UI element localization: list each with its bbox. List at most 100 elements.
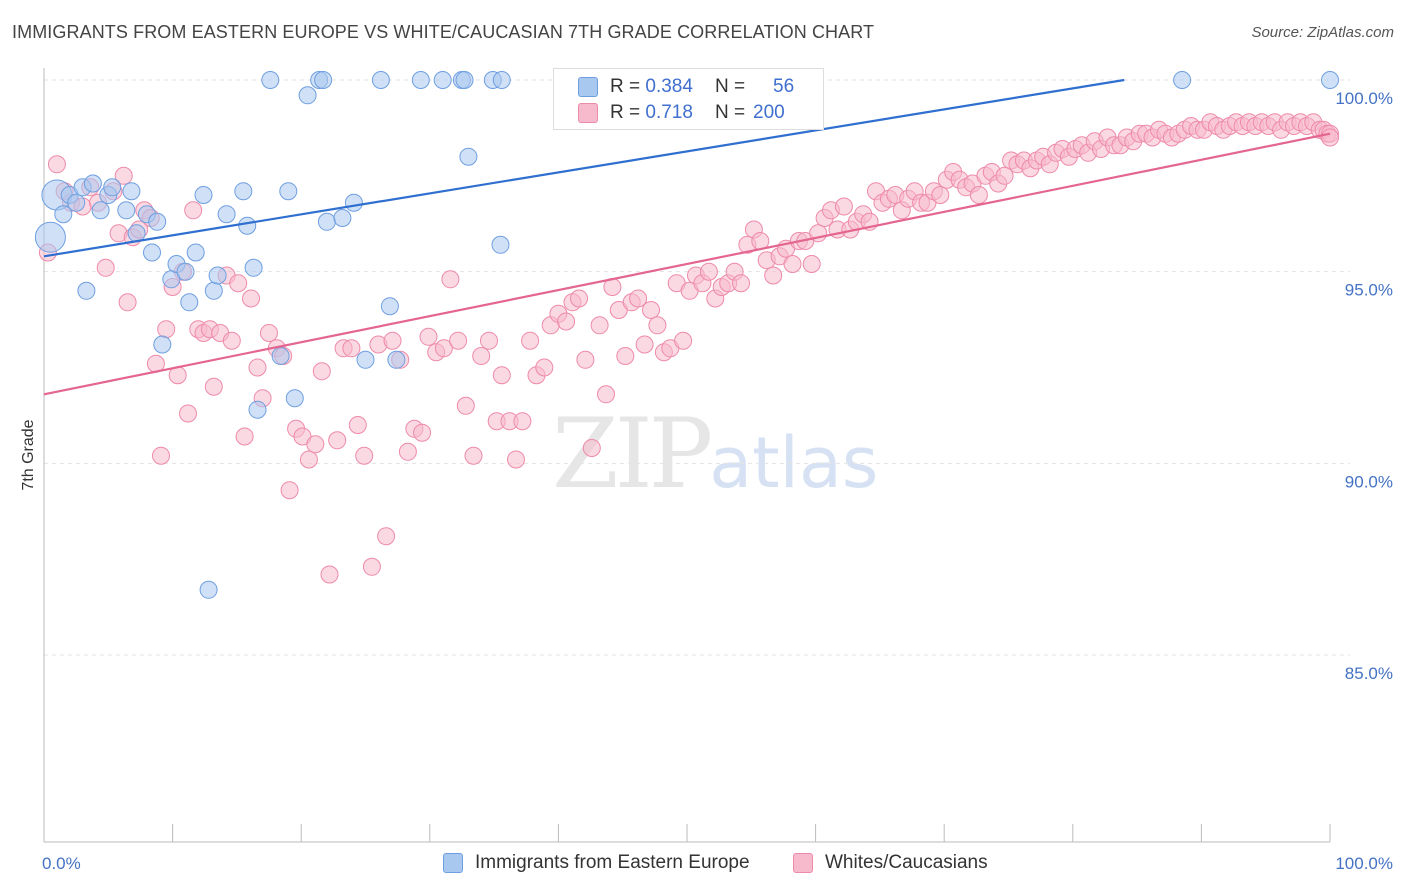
- series-immigrants: [34, 71, 1339, 599]
- legend-swatch-whites: [793, 853, 813, 873]
- data-point: [328, 431, 347, 450]
- data-point: [153, 335, 172, 354]
- data-point: [635, 335, 654, 354]
- data-point: [590, 316, 609, 335]
- data-point: [204, 281, 223, 300]
- data-point: [648, 316, 667, 335]
- data-point: [413, 423, 432, 442]
- data-point: [616, 347, 635, 365]
- r-value: 0.718: [645, 102, 693, 123]
- data-point: [186, 243, 205, 262]
- data-point: [279, 182, 298, 201]
- data-point: [472, 347, 491, 365]
- data-point: [234, 182, 253, 201]
- data-point: [411, 71, 430, 89]
- y-tick-label: 85.0%: [1345, 664, 1393, 683]
- data-point: [491, 235, 510, 254]
- data-point: [995, 166, 1014, 185]
- data-point: [248, 400, 267, 419]
- data-point: [597, 385, 615, 404]
- data-point: [261, 71, 280, 89]
- data-point: [456, 396, 475, 415]
- r-label: R =: [610, 76, 641, 97]
- data-point: [576, 350, 595, 369]
- data-point: [96, 258, 115, 277]
- data-point: [342, 339, 361, 358]
- data-point: [802, 255, 821, 273]
- data-point: [285, 389, 304, 408]
- data-point: [148, 212, 167, 231]
- data-point: [582, 439, 601, 457]
- legend-swatch-immigrants: [443, 853, 463, 873]
- x-tick-label-end: 100.0%: [1335, 854, 1393, 873]
- data-point: [229, 274, 248, 293]
- data-point: [441, 270, 460, 289]
- data-point: [362, 557, 381, 576]
- data-point: [834, 197, 853, 216]
- data-point: [194, 186, 213, 204]
- stats-swatch-whites: [578, 103, 598, 123]
- n-label: N =: [714, 76, 746, 97]
- data-point: [931, 186, 950, 204]
- data-point: [184, 201, 203, 220]
- data-point: [244, 258, 263, 277]
- legend-item-immigrants[interactable]: Immigrants from Eastern Europe: [443, 852, 750, 874]
- legend-item-whites[interactable]: Whites/Caucasians: [793, 852, 988, 874]
- y-tick-label: 95.0%: [1345, 281, 1393, 300]
- data-point: [513, 412, 532, 431]
- data-point: [377, 527, 396, 546]
- data-point: [434, 339, 453, 358]
- data-point: [34, 221, 66, 253]
- data-point: [557, 312, 576, 331]
- data-point: [433, 71, 452, 89]
- data-point: [356, 350, 375, 369]
- stats-row-immigrants: R = 0.384 N = 56: [578, 75, 794, 99]
- y-axis-title: 7th Grade: [20, 419, 37, 490]
- trend-line-immigrants: [43, 78, 1125, 258]
- data-point: [103, 178, 122, 197]
- watermark-atlas: atlas: [709, 422, 879, 504]
- watermark: ZIPatlas: [552, 398, 878, 510]
- data-point: [152, 446, 170, 465]
- data-point: [969, 186, 988, 204]
- chart-title: IMMIGRANTS FROM EASTERN EUROPE VS WHITE/…: [12, 22, 875, 42]
- source-label: Source: ZipAtlas.com: [1251, 24, 1394, 41]
- data-point: [459, 147, 478, 166]
- data-point: [699, 262, 718, 281]
- data-point: [449, 331, 468, 350]
- stats-row-whites: R = 0.718 N = 200: [578, 101, 785, 125]
- data-point: [47, 155, 66, 174]
- data-point: [217, 205, 236, 224]
- data-point: [371, 71, 390, 89]
- data-point: [383, 331, 402, 350]
- data-point: [642, 301, 660, 319]
- x-tick-label-start: 0.0%: [42, 854, 81, 873]
- data-point: [521, 331, 540, 350]
- data-point: [1321, 128, 1339, 147]
- data-point: [732, 274, 750, 293]
- data-point: [180, 293, 199, 312]
- stats-legend: R = 0.384 N = 56 R = 0.718 N = 200: [553, 68, 824, 130]
- y-tick-label: 100.0%: [1335, 89, 1393, 108]
- n-label: N =: [714, 102, 746, 123]
- data-point: [242, 289, 260, 308]
- data-point: [222, 331, 241, 350]
- data-point: [419, 327, 438, 346]
- watermark-zip: ZIP: [552, 398, 713, 510]
- data-point: [507, 450, 525, 469]
- data-point: [1173, 71, 1192, 89]
- data-point: [314, 71, 333, 89]
- data-point: [348, 416, 367, 434]
- data-point: [83, 174, 102, 193]
- tick-labels: 85.0% 90.0% 95.0% 100.0% 0.0% 100.0%: [42, 89, 1393, 873]
- axes: [43, 68, 1331, 843]
- data-point: [179, 404, 197, 423]
- data-point: [280, 481, 299, 500]
- data-point: [143, 243, 161, 262]
- data-point: [299, 450, 318, 469]
- data-point: [464, 446, 483, 465]
- data-point: [387, 350, 406, 369]
- data-point: [54, 205, 73, 224]
- data-point: [398, 442, 417, 461]
